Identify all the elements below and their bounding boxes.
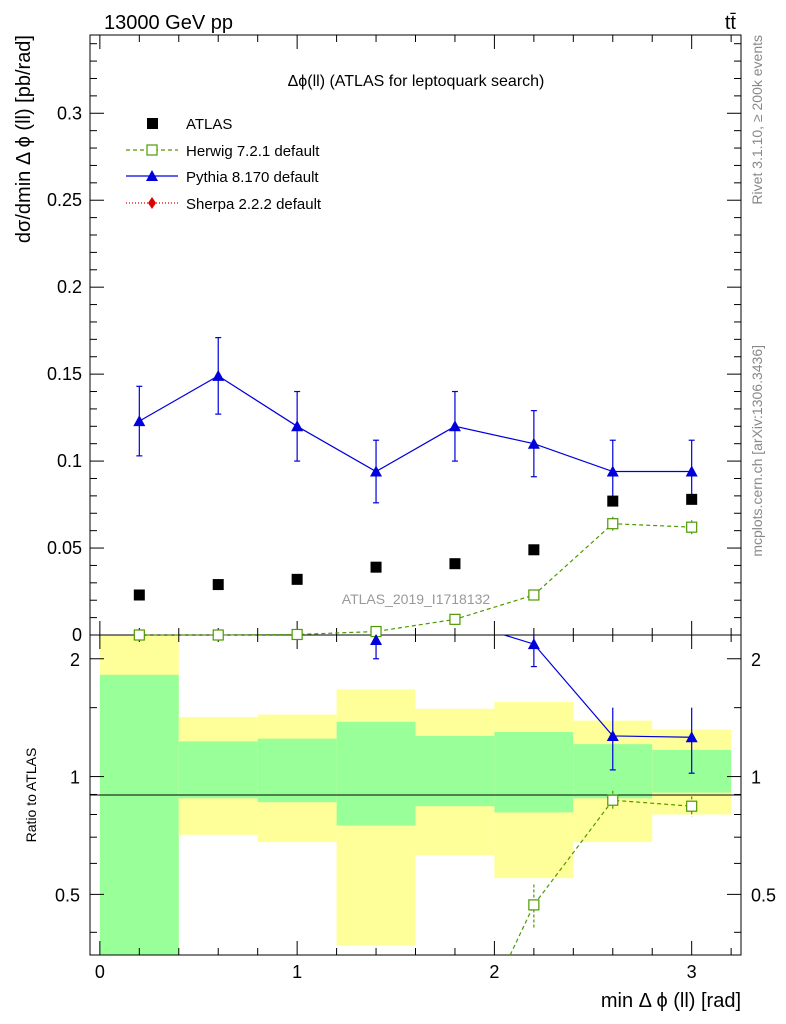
pythia-point [212, 369, 225, 381]
pythia-point [370, 465, 383, 477]
y-tick-label: 0.05 [47, 538, 82, 558]
ratio-tick-label-left: 0.5 [55, 885, 80, 905]
pythia-ratio-point [685, 731, 698, 743]
ratio-uncertainty-bands [99, 635, 732, 955]
ratio-band-green [494, 731, 574, 813]
legend-herwig-label: Herwig 7.2.1 default [186, 143, 320, 160]
legend-pythia-label: Pythia 8.170 default [186, 169, 319, 186]
axis-ticks: 0 1 2 3 0 0.05 0.1 0.15 0.2 0.25 0.3 0.5 0.5 1 1 2 2 [47, 35, 776, 982]
y-tick-label: 0.25 [47, 190, 82, 210]
y-tick-label: 0.2 [57, 277, 82, 297]
herwig-ratio-point [686, 800, 698, 812]
legend-sherpa-label: Sherpa 2.2.2 default [186, 196, 322, 213]
legend-atlas-marker [147, 118, 158, 129]
herwig-point [291, 628, 303, 641]
legend-pythia-marker [146, 170, 158, 181]
legend-herwig-marker [146, 144, 158, 156]
legend: ATLAS Herwig 7.2.1 default Pythia 8.170 … [126, 116, 322, 213]
mcplots-reference-label: mcplots.cern.ch [arXiv:1306.3436] [749, 345, 765, 557]
ratio-band-green [178, 741, 258, 799]
pythia-point [291, 420, 304, 432]
herwig-point [449, 613, 461, 625]
x-axis-label: min Δ ϕ (ll) [rad] [601, 990, 741, 1012]
chart-title: Δϕ(ll) (ATLAS for leptoquark search) [288, 73, 545, 90]
x-tick-label: 1 [292, 962, 302, 982]
atlas-point [133, 589, 145, 601]
atlas-point [370, 561, 382, 573]
pythia-point [606, 465, 619, 477]
rivet-version-label: Rivet 3.1.10, ≥ 200k events [749, 35, 765, 205]
data-series [133, 337, 698, 956]
atlas-point [449, 558, 461, 570]
atlas-point [528, 544, 540, 556]
herwig-point [528, 589, 540, 601]
atlas-point [686, 493, 698, 505]
y-tick-label: 0.15 [47, 364, 82, 384]
ratio-y-axis-label: Ratio to ATLAS [23, 748, 39, 843]
y-tick-label: 0 [72, 625, 82, 645]
herwig-point [607, 518, 619, 530]
pythia-point [527, 437, 540, 449]
process-label: tt̄ [725, 12, 737, 34]
beam-label: 13000 GeV pp [104, 12, 233, 34]
pythia-ratio-point [370, 634, 383, 645]
ratio-band-green [336, 721, 416, 826]
x-tick-label: 0 [95, 962, 105, 982]
y-tick-label: 0.1 [57, 451, 82, 471]
pythia-point [133, 415, 146, 427]
y-tick-label: 0.3 [57, 103, 82, 123]
herwig-ratio-point [607, 794, 619, 806]
pythia-line [139, 375, 692, 473]
pythia-ratio-line [504, 634, 692, 738]
pythia-ratio-point [527, 638, 540, 650]
legend-sherpa-marker [148, 197, 156, 209]
analysis-watermark: ATLAS_2019_I1718132 [342, 591, 491, 607]
herwig-line [139, 523, 692, 636]
ratio-tick-label-right: 2 [751, 650, 761, 670]
herwig-point [133, 629, 145, 641]
ratio-band-green [257, 738, 337, 803]
pythia-point [685, 465, 698, 477]
ratio-tick-label-right: 0.5 [751, 885, 776, 905]
herwig-ratio-point [528, 899, 540, 911]
ratio-tick-label-left: 2 [70, 650, 80, 670]
herwig-point [212, 629, 224, 641]
ratio-tick-label-right: 1 [751, 768, 761, 788]
x-tick-label: 2 [489, 962, 499, 982]
x-tick-label: 3 [687, 962, 697, 982]
ratio-band-green [99, 674, 179, 955]
herwig-point [686, 521, 698, 533]
legend-atlas-label: ATLAS [186, 116, 232, 133]
ratio-tick-label-left: 1 [70, 768, 80, 788]
pythia-point [448, 420, 461, 432]
ratio-band-green [415, 735, 495, 807]
y-axis-label: dσ/dmin Δ ϕ (ll) [pb/rad] [13, 35, 35, 243]
pythia-ratio-point [606, 729, 619, 741]
atlas-point [607, 495, 619, 507]
atlas-point [212, 579, 224, 591]
herwig-ratio-line [509, 799, 692, 956]
atlas-point [291, 573, 303, 585]
